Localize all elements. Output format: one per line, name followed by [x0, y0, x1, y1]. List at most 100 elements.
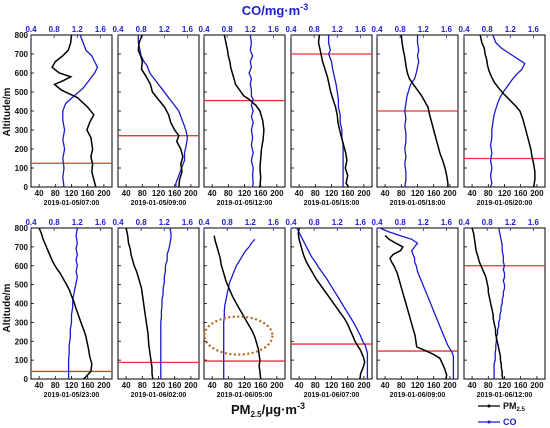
pm-tick-label: 200	[357, 189, 371, 198]
panel-date-label: 2019-01-06/02:00	[131, 392, 187, 399]
co-tick-label: 1.6	[441, 25, 453, 34]
series-pm25	[51, 34, 97, 188]
series-pm25	[125, 227, 154, 380]
y-tick-label: 600	[15, 69, 29, 78]
pm-tick-label: 40	[295, 381, 304, 390]
pm-tick-label: 160	[254, 189, 268, 198]
panel-10: 0.4 0.8 1.2 1.6 40 80 120 160 200 2019-01-06/07:0…	[285, 218, 373, 399]
annotation-ellipse	[203, 315, 274, 356]
pm-tick-label: 160	[81, 381, 95, 390]
pm-tick-label: 40	[468, 381, 477, 390]
panel-8: 0.4 0.8 1.2 1.6 40 80 120 160 200 2019-01-06/02:0…	[112, 218, 200, 399]
pm-tick-label: 160	[81, 189, 95, 198]
series-pm25	[384, 235, 448, 380]
co-tick-label: 0.8	[309, 218, 321, 227]
pm-tick-label: 120	[325, 381, 339, 390]
co-tick-label: 0.8	[395, 25, 407, 34]
pm-tick-label: 160	[514, 381, 528, 390]
panel-date-label: 2019-01-05/23:00	[44, 392, 100, 399]
series-co	[137, 35, 189, 187]
pm-tick-label: 200	[97, 189, 111, 198]
series-pm25	[479, 34, 536, 188]
co-axis-title: CO/mg·m-3	[242, 2, 309, 18]
pm-tick-label: 200	[184, 189, 198, 198]
panel-4: 0.4 0.8 1.2 1.6 40 80 120 160 200 2019-01-05/15:0…	[285, 25, 373, 207]
y-tick-label: 700	[15, 243, 29, 252]
series-pm25	[400, 34, 449, 187]
pm-tick-label: 200	[443, 189, 457, 198]
co-tick-label: 0.4	[25, 25, 37, 34]
legend: PM2.5 CO	[478, 401, 526, 427]
y-tick-label: 800	[15, 31, 29, 40]
panel-frame	[290, 34, 373, 188]
pm-tick-label: 80	[224, 381, 233, 390]
pm-tick-label: 80	[311, 189, 320, 198]
co-tick-label: 0.4	[25, 218, 37, 227]
co-tick-label: 1.6	[95, 25, 107, 34]
co-tick-label: 1.6	[268, 25, 280, 34]
panel-date-label: 2019-01-05/18:00	[390, 200, 446, 207]
panel-frame	[203, 34, 286, 188]
legend-co-marker	[487, 420, 491, 424]
co-tick-label: 0.4	[112, 218, 124, 227]
co-tick-label: 1.2	[332, 25, 344, 34]
series-co	[67, 227, 78, 379]
pm-tick-label: 200	[184, 381, 198, 390]
y-tick-label: 300	[15, 126, 29, 135]
y-tick-label: 0	[24, 375, 29, 384]
pm-tick-label: 40	[381, 381, 390, 390]
pm-tick-label: 160	[168, 189, 182, 198]
pm-tick-label: 120	[238, 189, 252, 198]
pm-tick-label: 80	[51, 381, 60, 390]
pm-tick-label: 40	[468, 189, 477, 198]
co-tick-label: 0.8	[49, 25, 61, 34]
pm-tick-label: 200	[530, 381, 544, 390]
panel-frame	[30, 227, 113, 380]
pm-tick-label: 120	[411, 189, 425, 198]
y-tick-label: 700	[15, 50, 29, 59]
co-tick-label: 1.6	[182, 25, 194, 34]
co-tick-label: 0.8	[309, 25, 321, 34]
pm-tick-label: 120	[238, 381, 252, 390]
panel-date-label: 2019-01-06/07:00	[304, 392, 360, 399]
y-axis-title-top: Altitude/m	[2, 87, 13, 136]
pm-tick-label: 40	[295, 189, 304, 198]
co-tick-label: 0.4	[371, 25, 383, 34]
co-tick-label: 1.2	[159, 218, 171, 227]
co-tick-label: 0.4	[112, 25, 124, 34]
co-tick-label: 1.6	[441, 218, 453, 227]
pm-tick-label: 80	[224, 189, 233, 198]
legend-pm-marker	[487, 404, 491, 408]
pm-tick-label: 80	[397, 381, 406, 390]
y-tick-label: 100	[15, 356, 29, 365]
pm-tick-label: 120	[325, 189, 339, 198]
pm-tick-label: 40	[208, 189, 217, 198]
series-co	[62, 34, 99, 188]
panel-5: 0.4 0.8 1.2 1.6 40 80 120 160 200 2019-01-05/18:0…	[371, 25, 459, 207]
pm-tick-label: 160	[427, 381, 441, 390]
y-tick-label: 0	[24, 183, 29, 192]
legend-pm-label: PM2.5	[503, 401, 526, 413]
pm-tick-label: 120	[498, 189, 512, 198]
pm-tick-label: 200	[443, 381, 457, 390]
series-pm25	[38, 227, 93, 380]
co-tick-label: 1.2	[72, 25, 84, 34]
y-axis-title-bottom: Altitude/m	[2, 283, 13, 332]
series-co	[327, 35, 344, 187]
co-tick-label: 1.6	[182, 218, 194, 227]
co-tick-label: 0.8	[222, 218, 234, 227]
co-tick-label: 1.2	[505, 218, 517, 227]
series-co	[493, 227, 506, 379]
series-pm25	[471, 227, 504, 380]
panel-frame	[463, 34, 546, 188]
co-tick-label: 1.6	[355, 218, 367, 227]
co-tick-label: 1.2	[245, 25, 257, 34]
y-tick-label: 400	[15, 300, 29, 309]
pm-tick-label: 160	[427, 189, 441, 198]
series-co	[248, 34, 254, 188]
series-pm25	[317, 34, 350, 188]
panel-date-label: 2019-01-05/20:00	[477, 200, 533, 207]
